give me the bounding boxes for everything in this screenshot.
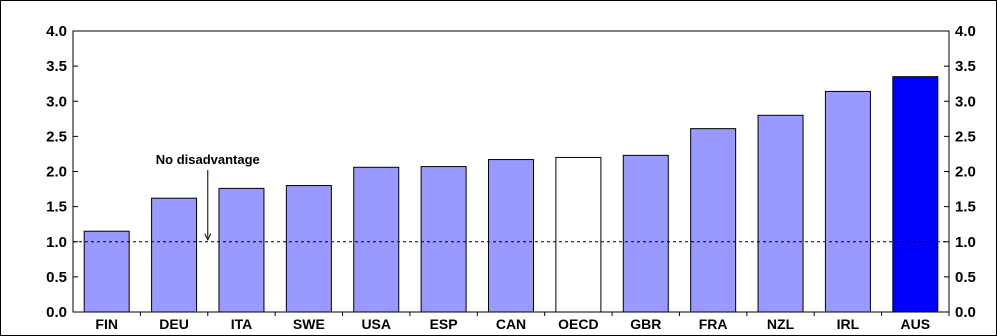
bar-fra: [690, 128, 737, 313]
left-tick-label: 3.0: [46, 93, 67, 110]
right-tick-label: 2.0: [955, 164, 976, 181]
right-tick-label: 4.0: [955, 23, 976, 40]
category-label-swe: SWE: [293, 316, 325, 332]
left-tick-label: 1.5: [46, 199, 67, 216]
bar-fin: [83, 230, 130, 313]
bar-swe: [285, 185, 332, 313]
right-tick-label: 2.5: [955, 128, 976, 145]
left-tick-label: 4.0: [46, 23, 67, 40]
bar-gbr: [622, 154, 669, 313]
bar-irl: [824, 90, 871, 313]
bar-ita: [218, 187, 265, 313]
annotation-arrow-head: [204, 233, 212, 241]
bar-deu: [151, 197, 198, 313]
category-label-usa: USA: [361, 316, 391, 332]
left-tick-label: 3.5: [46, 58, 67, 75]
left-tick-label: 2.0: [46, 164, 67, 181]
category-label-nzl: NZL: [767, 316, 795, 332]
plot-area: 0.0 0.0 0.5 0.5 1.0 1.0 1.5 1.5 2.0 2.0 2.5 2.5 3.0 3…: [46, 23, 976, 332]
category-label-gbr: GBR: [630, 316, 661, 332]
left-tick-label: 0.5: [46, 269, 67, 286]
right-tick-label: 0.5: [955, 269, 976, 286]
category-label-can: CAN: [496, 316, 526, 332]
bar-usa: [353, 166, 400, 313]
category-label-fra: FRA: [699, 316, 728, 332]
right-tick-label: 3.5: [955, 58, 976, 75]
right-tick-label: 1.5: [955, 199, 976, 216]
category-label-aus: AUS: [901, 316, 931, 332]
bar-esp: [420, 166, 467, 313]
category-label-ita: ITA: [231, 316, 253, 332]
right-tick-label: 0.0: [955, 304, 976, 321]
bar-can: [488, 159, 534, 313]
left-tick-label: 2.5: [46, 128, 67, 145]
category-label-esp: ESP: [430, 316, 458, 332]
annotation-label: No disadvantage: [156, 152, 260, 167]
bar-nzl: [757, 114, 804, 313]
bar-aus: [892, 76, 939, 313]
category-label-oecd: OECD: [558, 316, 598, 332]
left-tick-label: 0.0: [46, 304, 67, 321]
category-label-deu: DEU: [159, 316, 189, 332]
left-tick-label: 1.0: [46, 234, 67, 251]
category-label-fin: FIN: [95, 316, 118, 332]
category-label-irl: IRL: [837, 316, 860, 332]
right-tick-label: 1.0: [955, 234, 976, 251]
right-tick-label: 3.0: [955, 93, 976, 110]
bar-oecd: [555, 156, 602, 313]
